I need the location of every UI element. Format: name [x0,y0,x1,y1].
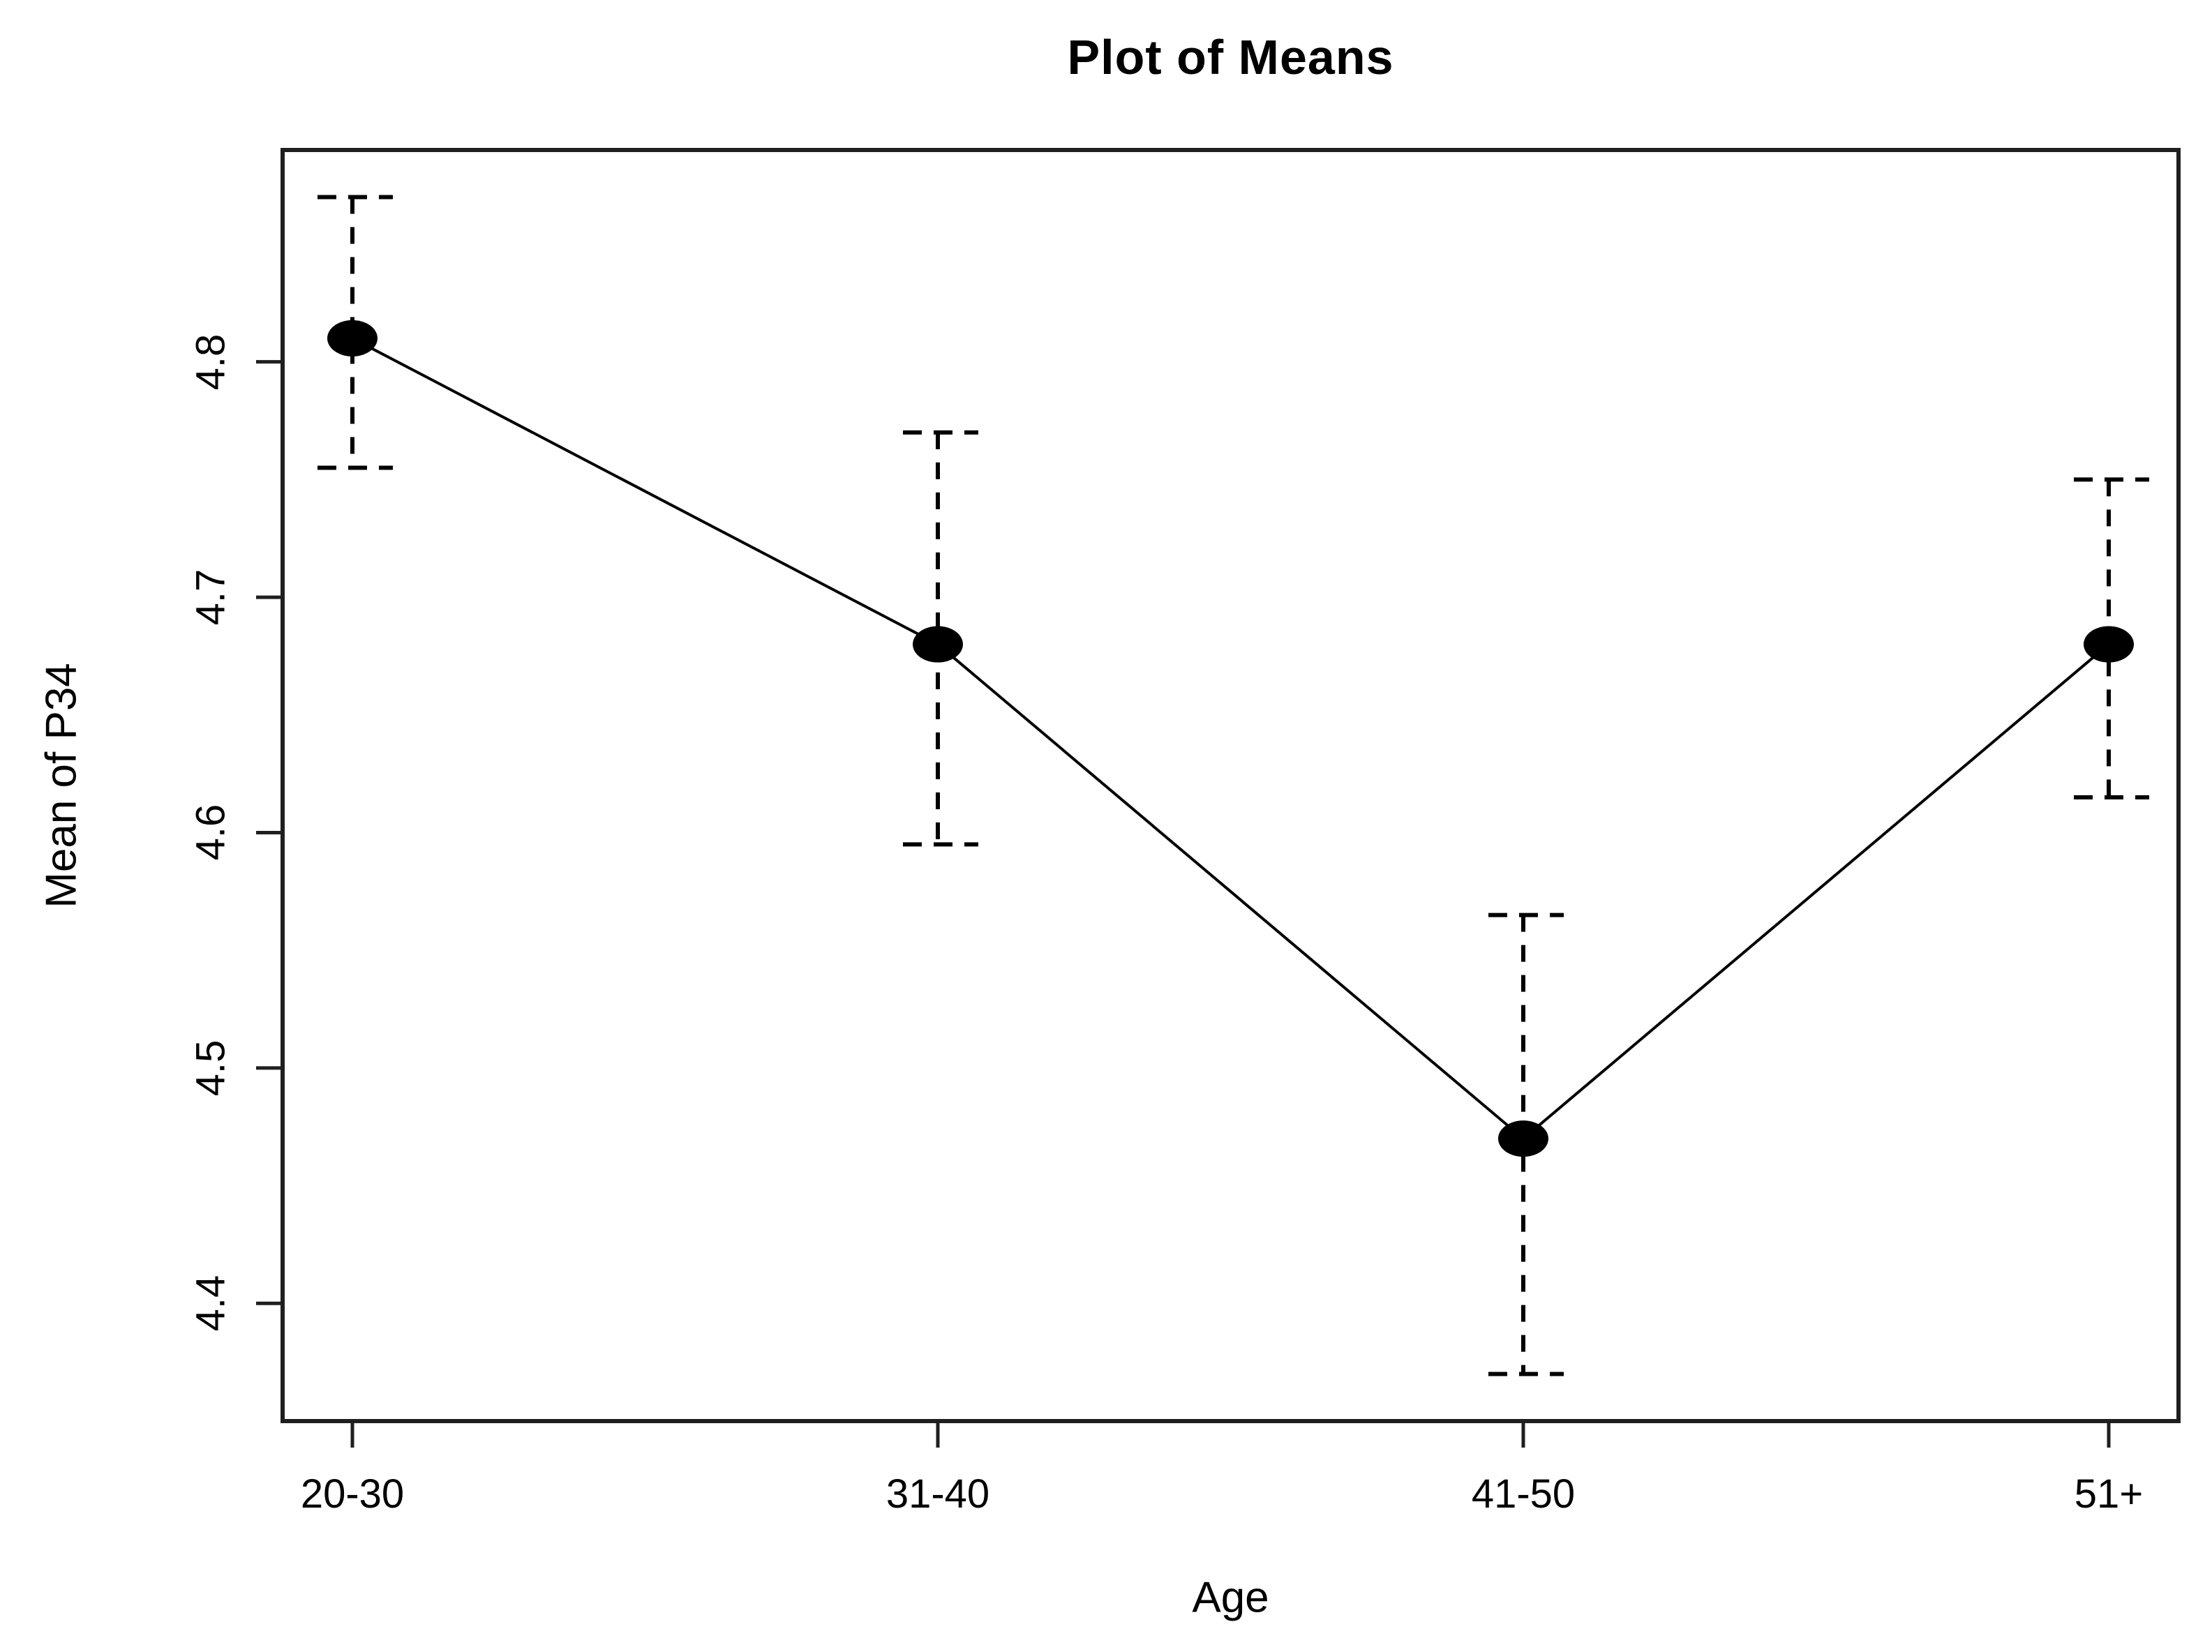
chart-title: Plot of Means [1067,30,1394,84]
x-tick-label: 20-30 [300,1471,405,1517]
mean-marker [2084,626,2134,663]
x-tick-label: 31-40 [885,1471,990,1517]
x-tick-label: 41-50 [1471,1471,1576,1517]
plot-border [281,148,2181,1423]
y-tick-label: 4.5 [188,1039,234,1097]
y-tick-label: 4.6 [188,804,234,861]
y-axis-label: Mean of P34 [37,663,86,908]
y-tick-label: 4.8 [188,333,234,390]
x-tick-label: 51+ [2074,1471,2144,1517]
y-tick-label: 4.7 [188,569,234,626]
mean-marker [327,320,378,356]
mean-marker [913,626,963,663]
x-axis-label: Age [1192,1573,1269,1622]
y-tick-label: 4.4 [188,1275,234,1332]
mean-marker [1498,1120,1548,1157]
means-line [352,337,2110,1141]
